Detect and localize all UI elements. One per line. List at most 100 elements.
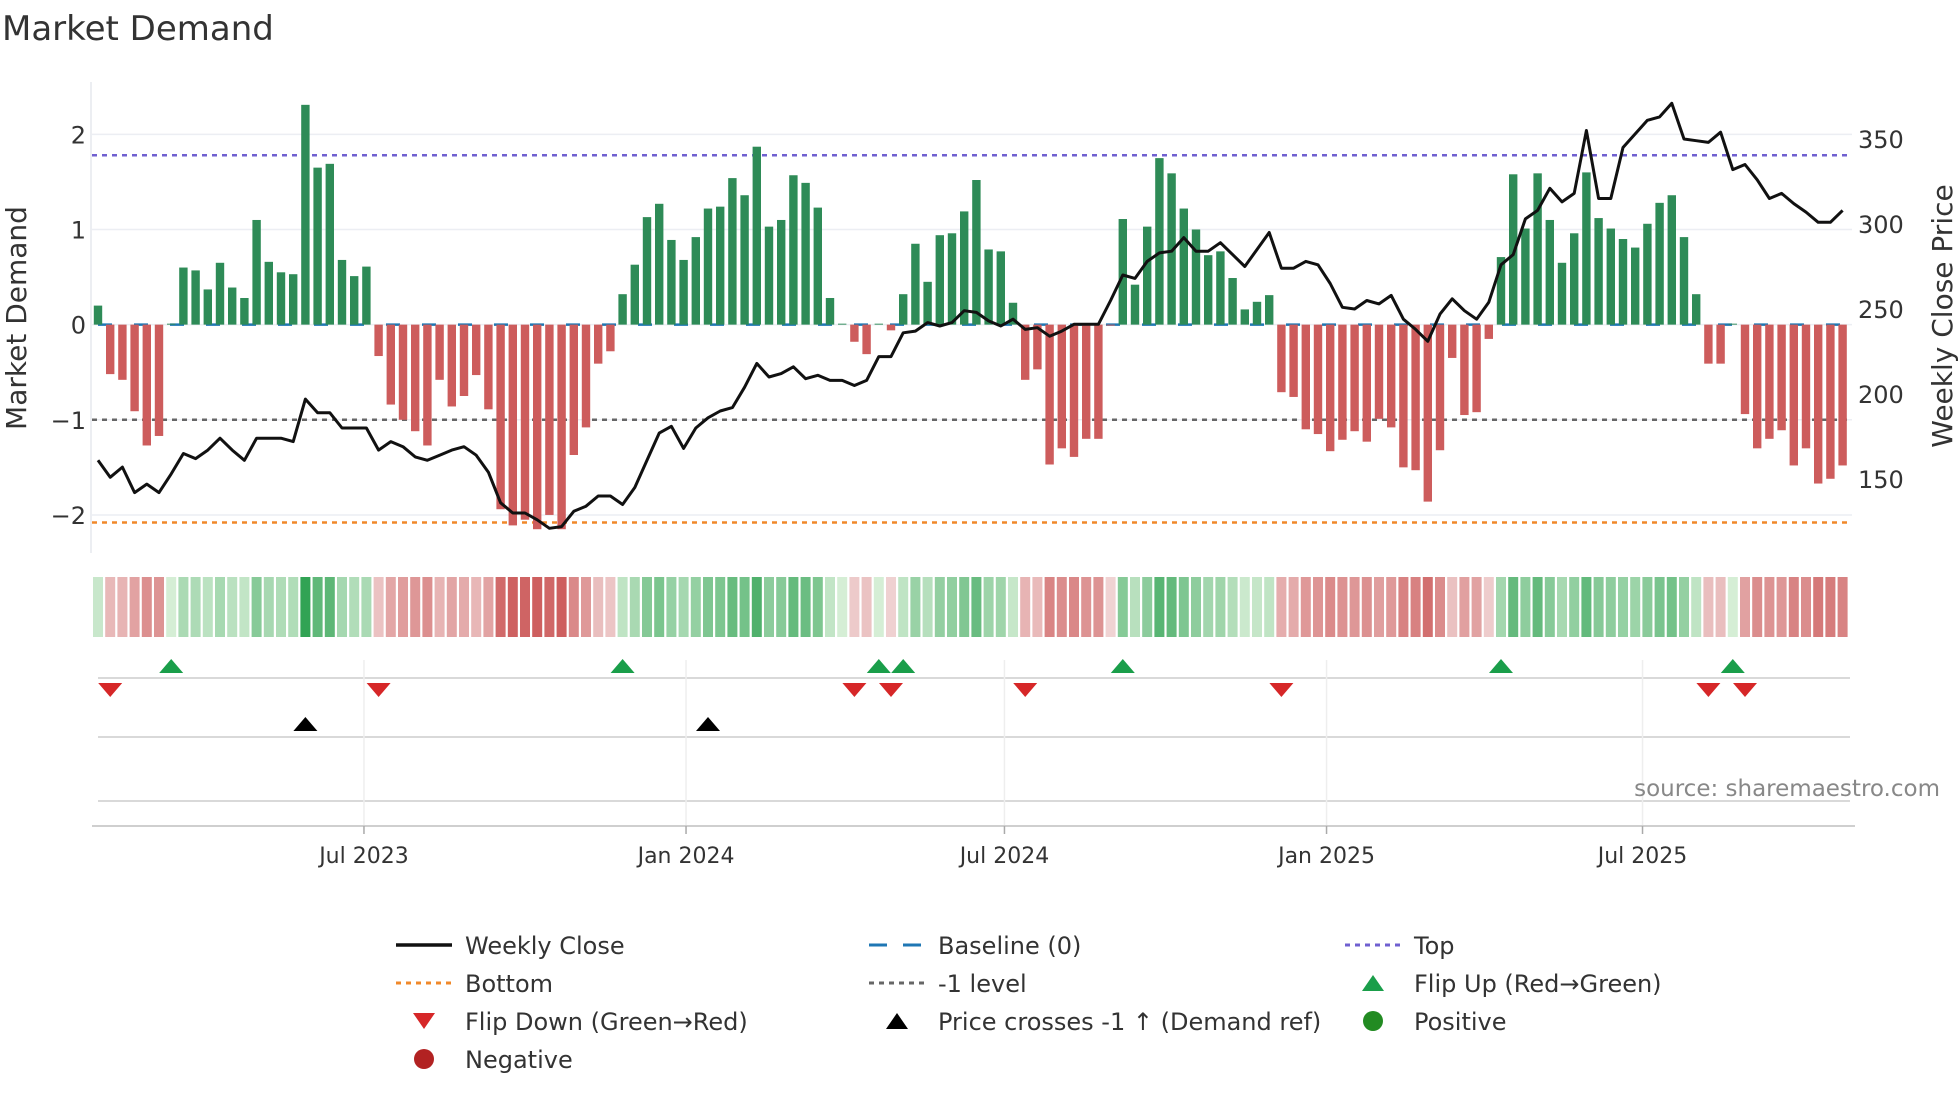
heat-cell [1581,577,1592,637]
heat-cell [1349,577,1360,637]
heat-cell [1471,577,1482,637]
heat-cell [227,577,238,637]
heat-cell [1557,577,1567,637]
heat-cell [995,577,1006,637]
y2-tick-label: 200 [1858,381,1904,409]
demand-bar [203,289,212,325]
demand-bar [1265,295,1274,325]
heat-cell [1520,577,1531,637]
demand-bar [1655,202,1664,325]
demand-bar [1789,324,1798,466]
heat-cell [1398,577,1409,637]
flip-down-marker [98,683,123,697]
demand-bar [1838,324,1847,466]
heat-cell [1569,577,1580,637]
demand-bar [899,294,908,325]
demand-bar [728,178,737,325]
heat-cell [849,577,860,637]
demand-bar [1521,228,1530,325]
heat-cell [117,577,128,637]
heat-cell [483,577,494,637]
demand-bar [1704,324,1713,364]
demand-bar [1801,324,1811,449]
y2-tick-label: 150 [1858,466,1904,494]
axes: 2 1 0 −1 −2 350 300 250 200 150 Jul 2023 Jan 2024 Ju… [51,82,1904,869]
demand-bar [691,237,700,325]
heat-cell [1093,577,1104,637]
demand-bar [886,324,896,331]
demand-bar [1460,324,1469,416]
demand-heat-strip [93,577,1848,637]
chart-title: Market Demand [2,9,274,49]
heat-cell [1630,577,1641,637]
legend-price-crosses-1-demand-ref-triangle-up-icon [886,1013,908,1029]
heat-cell [703,577,713,637]
flip-up-marker [1489,659,1513,673]
demand-bar [618,294,627,325]
heat-cell [263,577,274,637]
demand-bar [545,324,554,515]
demand-bar [1765,324,1774,439]
demand-bar [1448,324,1457,358]
heat-cell [1020,577,1031,637]
demand-bar [1692,294,1701,325]
heat-cell [934,577,945,637]
demand-bar [1679,237,1689,325]
heat-cell [971,577,982,637]
demand-bar [1033,324,1042,370]
heat-cell [1459,577,1470,637]
demand-bar [167,323,176,325]
flip-up-marker [891,659,916,673]
demand-bar [972,180,981,325]
demand-bar [1374,324,1384,419]
demand-bar [1106,324,1115,326]
demand-bar [106,324,115,375]
demand-bar [289,274,298,325]
demand-bar [472,324,481,376]
demand-bar [1423,324,1432,502]
heat-cell [446,577,457,637]
heat-cell [434,577,445,637]
x-tick-label: Jul 2025 [1596,844,1688,869]
demand-bar [1826,324,1835,479]
demand-bar [569,324,578,455]
legend: Weekly Close Baseline (0) Top Bottom -1 leve… [396,932,1662,1074]
heat-cell [605,577,616,637]
demand-bar [533,324,542,530]
heat-cell [1032,577,1043,637]
heat-cell [947,577,957,637]
heat-cell [556,577,567,637]
heat-cell [1715,577,1726,637]
heat-cell [581,577,591,637]
heat-cell [141,577,152,637]
demand-bar [398,324,408,420]
heat-cell [642,577,652,637]
demand-bar [642,217,652,325]
heat-cell [1764,577,1775,637]
heat-cell [1410,577,1421,637]
heat-cell [324,577,335,637]
x-tick-label: Jul 2023 [317,844,409,869]
legend-positive-label: Positive [1414,1008,1507,1036]
heat-cell [520,577,530,637]
demand-bar [411,324,420,432]
demand-bar [789,175,798,325]
heat-cell [1386,577,1397,637]
flip-up-marker [610,659,635,673]
heat-cell [1081,577,1092,637]
legend-baseline-0-label: Baseline (0) [938,932,1081,960]
heat-cell [1300,577,1311,637]
heat-cell [1532,577,1543,637]
demand-bar [850,324,859,342]
demand-bar [655,203,664,325]
demand-bar [1570,233,1579,325]
demand-bar [667,239,676,325]
heat-cell [398,577,408,637]
demand-bar [350,276,359,325]
demand-bar [215,262,225,325]
demand-bar [862,324,871,355]
demand-bar [1069,324,1079,457]
demand-bar [276,272,286,325]
heat-cell [593,577,604,637]
